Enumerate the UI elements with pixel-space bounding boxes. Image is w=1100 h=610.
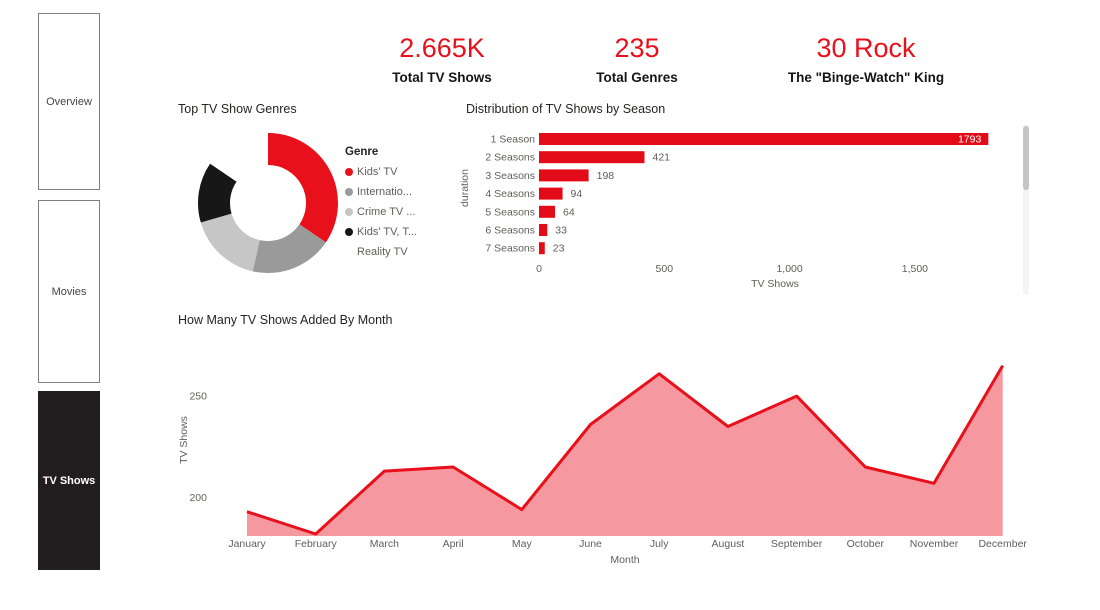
kpi-label: Total Genres bbox=[596, 70, 678, 85]
legend-item-reality-tv[interactable]: Reality TV bbox=[345, 242, 450, 262]
x-axis-title: Month bbox=[610, 554, 639, 566]
bar-6-seasons[interactable] bbox=[539, 224, 548, 236]
area-chart-title: How Many TV Shows Added By Month bbox=[178, 313, 393, 327]
bar-category-label: 4 Seasons bbox=[485, 188, 535, 200]
bar-value-label: 1793 bbox=[958, 134, 982, 146]
legend-label: Internatio... bbox=[357, 186, 413, 198]
x-axis-tick: 1,000 bbox=[776, 263, 802, 275]
donut-slice-reality-tv[interactable] bbox=[210, 133, 268, 182]
bar-category-label: 7 Seasons bbox=[485, 243, 535, 255]
legend-label: Kids' TV, T... bbox=[357, 226, 417, 238]
month-tick-august: August bbox=[712, 538, 745, 550]
bar-4-seasons[interactable] bbox=[539, 187, 563, 200]
month-tick-september: September bbox=[771, 538, 823, 550]
month-tick-january: January bbox=[228, 538, 266, 550]
area-chart-monthly: 200 250 January February March April May June Ju… bbox=[178, 364, 1027, 566]
month-tick-october: October bbox=[847, 538, 885, 550]
bar-category-label: 1 Season bbox=[491, 134, 536, 146]
legend-dot-icon bbox=[345, 188, 353, 196]
legend-dot-icon bbox=[345, 168, 353, 176]
bar-7-seasons[interactable] bbox=[539, 242, 545, 255]
bar-category-label: 5 Seasons bbox=[485, 206, 535, 218]
sidebar-item-tv-shows-active[interactable]: TV Shows bbox=[38, 391, 100, 570]
y-axis-tick: 200 bbox=[189, 492, 207, 504]
bar-2-seasons[interactable] bbox=[539, 151, 645, 164]
scrollbar-thumb[interactable] bbox=[1023, 126, 1029, 190]
area-line bbox=[246, 364, 1004, 536]
bar-chart-title: Distribution of TV Shows by Season bbox=[466, 102, 666, 116]
legend-dot-icon bbox=[345, 208, 353, 216]
bar-category-label: 3 Seasons bbox=[485, 170, 535, 182]
bar-value-label: 64 bbox=[563, 206, 575, 218]
x-axis-tick: 1,500 bbox=[902, 263, 928, 275]
bar-category-label: 2 Seasons bbox=[485, 152, 535, 164]
kpi-binge-watch-king: 30 Rock The "Binge-Watch" King bbox=[756, 33, 976, 85]
x-axis-tick: 500 bbox=[656, 263, 674, 275]
donut-slice-internatio[interactable] bbox=[252, 224, 326, 273]
x-axis-title: TV Shows bbox=[751, 278, 799, 290]
area-fill[interactable] bbox=[247, 365, 1003, 536]
legend-item-internatio[interactable]: Internatio... bbox=[345, 182, 450, 202]
kpi-label: The "Binge-Watch" King bbox=[787, 70, 945, 85]
scrollbar-track[interactable] bbox=[1023, 125, 1029, 295]
bar-1-season[interactable] bbox=[539, 133, 989, 145]
month-tick-november: November bbox=[910, 538, 959, 550]
month-tick-june: June bbox=[579, 538, 602, 550]
bar-category-label: 6 Seasons bbox=[485, 225, 535, 237]
kpi-total-tv-shows: 2.665K Total TV Shows bbox=[352, 33, 532, 85]
kpi-value: 2.665K bbox=[399, 33, 485, 63]
donut-slice-crime-tv[interactable] bbox=[200, 213, 260, 272]
legend-dot-icon bbox=[345, 248, 353, 256]
bar-value-label: 94 bbox=[571, 188, 583, 200]
legend-dot-icon bbox=[345, 228, 353, 236]
legend-item-kids-tv-t[interactable]: Kids' TV, T... bbox=[345, 222, 450, 242]
legend-item-kids-tv[interactable]: Kids' TV bbox=[345, 162, 450, 182]
legend-label: Crime TV ... bbox=[357, 206, 416, 218]
donut-chart-genres bbox=[198, 133, 338, 273]
bar-value-label: 198 bbox=[597, 170, 615, 182]
donut-chart-title: Top TV Show Genres bbox=[178, 102, 297, 116]
sidebar-item-movies[interactable]: Movies bbox=[38, 200, 100, 383]
month-tick-december: December bbox=[978, 538, 1027, 550]
legend-title: Genre bbox=[345, 146, 379, 158]
y-axis-title: TV Shows bbox=[178, 416, 190, 464]
y-axis-tick: 250 bbox=[189, 391, 207, 403]
legend-label: Reality TV bbox=[357, 246, 408, 258]
sidebar-item-overview[interactable]: Overview bbox=[38, 13, 100, 190]
donut-legend: Genre Kids' TV Internatio... Crime TV ... K… bbox=[345, 146, 450, 262]
bar-chart-seasons: 1 Season 1793 2 Seasons 421 3 Seasons 198 4 Se… bbox=[459, 133, 989, 290]
kpi-label: Total TV Shows bbox=[392, 70, 492, 85]
kpi-value: 30 Rock bbox=[816, 33, 916, 63]
legend-label: Kids' TV bbox=[357, 166, 398, 178]
kpi-total-genres: 235 Total Genres bbox=[547, 33, 727, 85]
bar-value-label: 421 bbox=[653, 152, 671, 164]
bar-3-seasons[interactable] bbox=[539, 169, 589, 182]
bar-value-label: 23 bbox=[553, 243, 565, 255]
month-tick-february: February bbox=[295, 538, 338, 550]
donut-slice-kids-tv-t[interactable] bbox=[198, 163, 237, 223]
month-tick-may: May bbox=[512, 538, 533, 550]
month-tick-april: April bbox=[443, 538, 464, 550]
bar-value-label: 33 bbox=[555, 225, 567, 237]
month-tick-july: July bbox=[650, 538, 669, 550]
month-tick-march: March bbox=[370, 538, 399, 550]
kpi-value: 235 bbox=[614, 33, 660, 63]
bar-5-seasons[interactable] bbox=[539, 205, 556, 218]
x-axis-tick: 0 bbox=[536, 263, 542, 275]
y-axis-title: duration bbox=[459, 169, 471, 207]
donut-slice-kids-tv[interactable] bbox=[268, 133, 338, 243]
legend-item-crime-tv[interactable]: Crime TV ... bbox=[345, 202, 450, 222]
